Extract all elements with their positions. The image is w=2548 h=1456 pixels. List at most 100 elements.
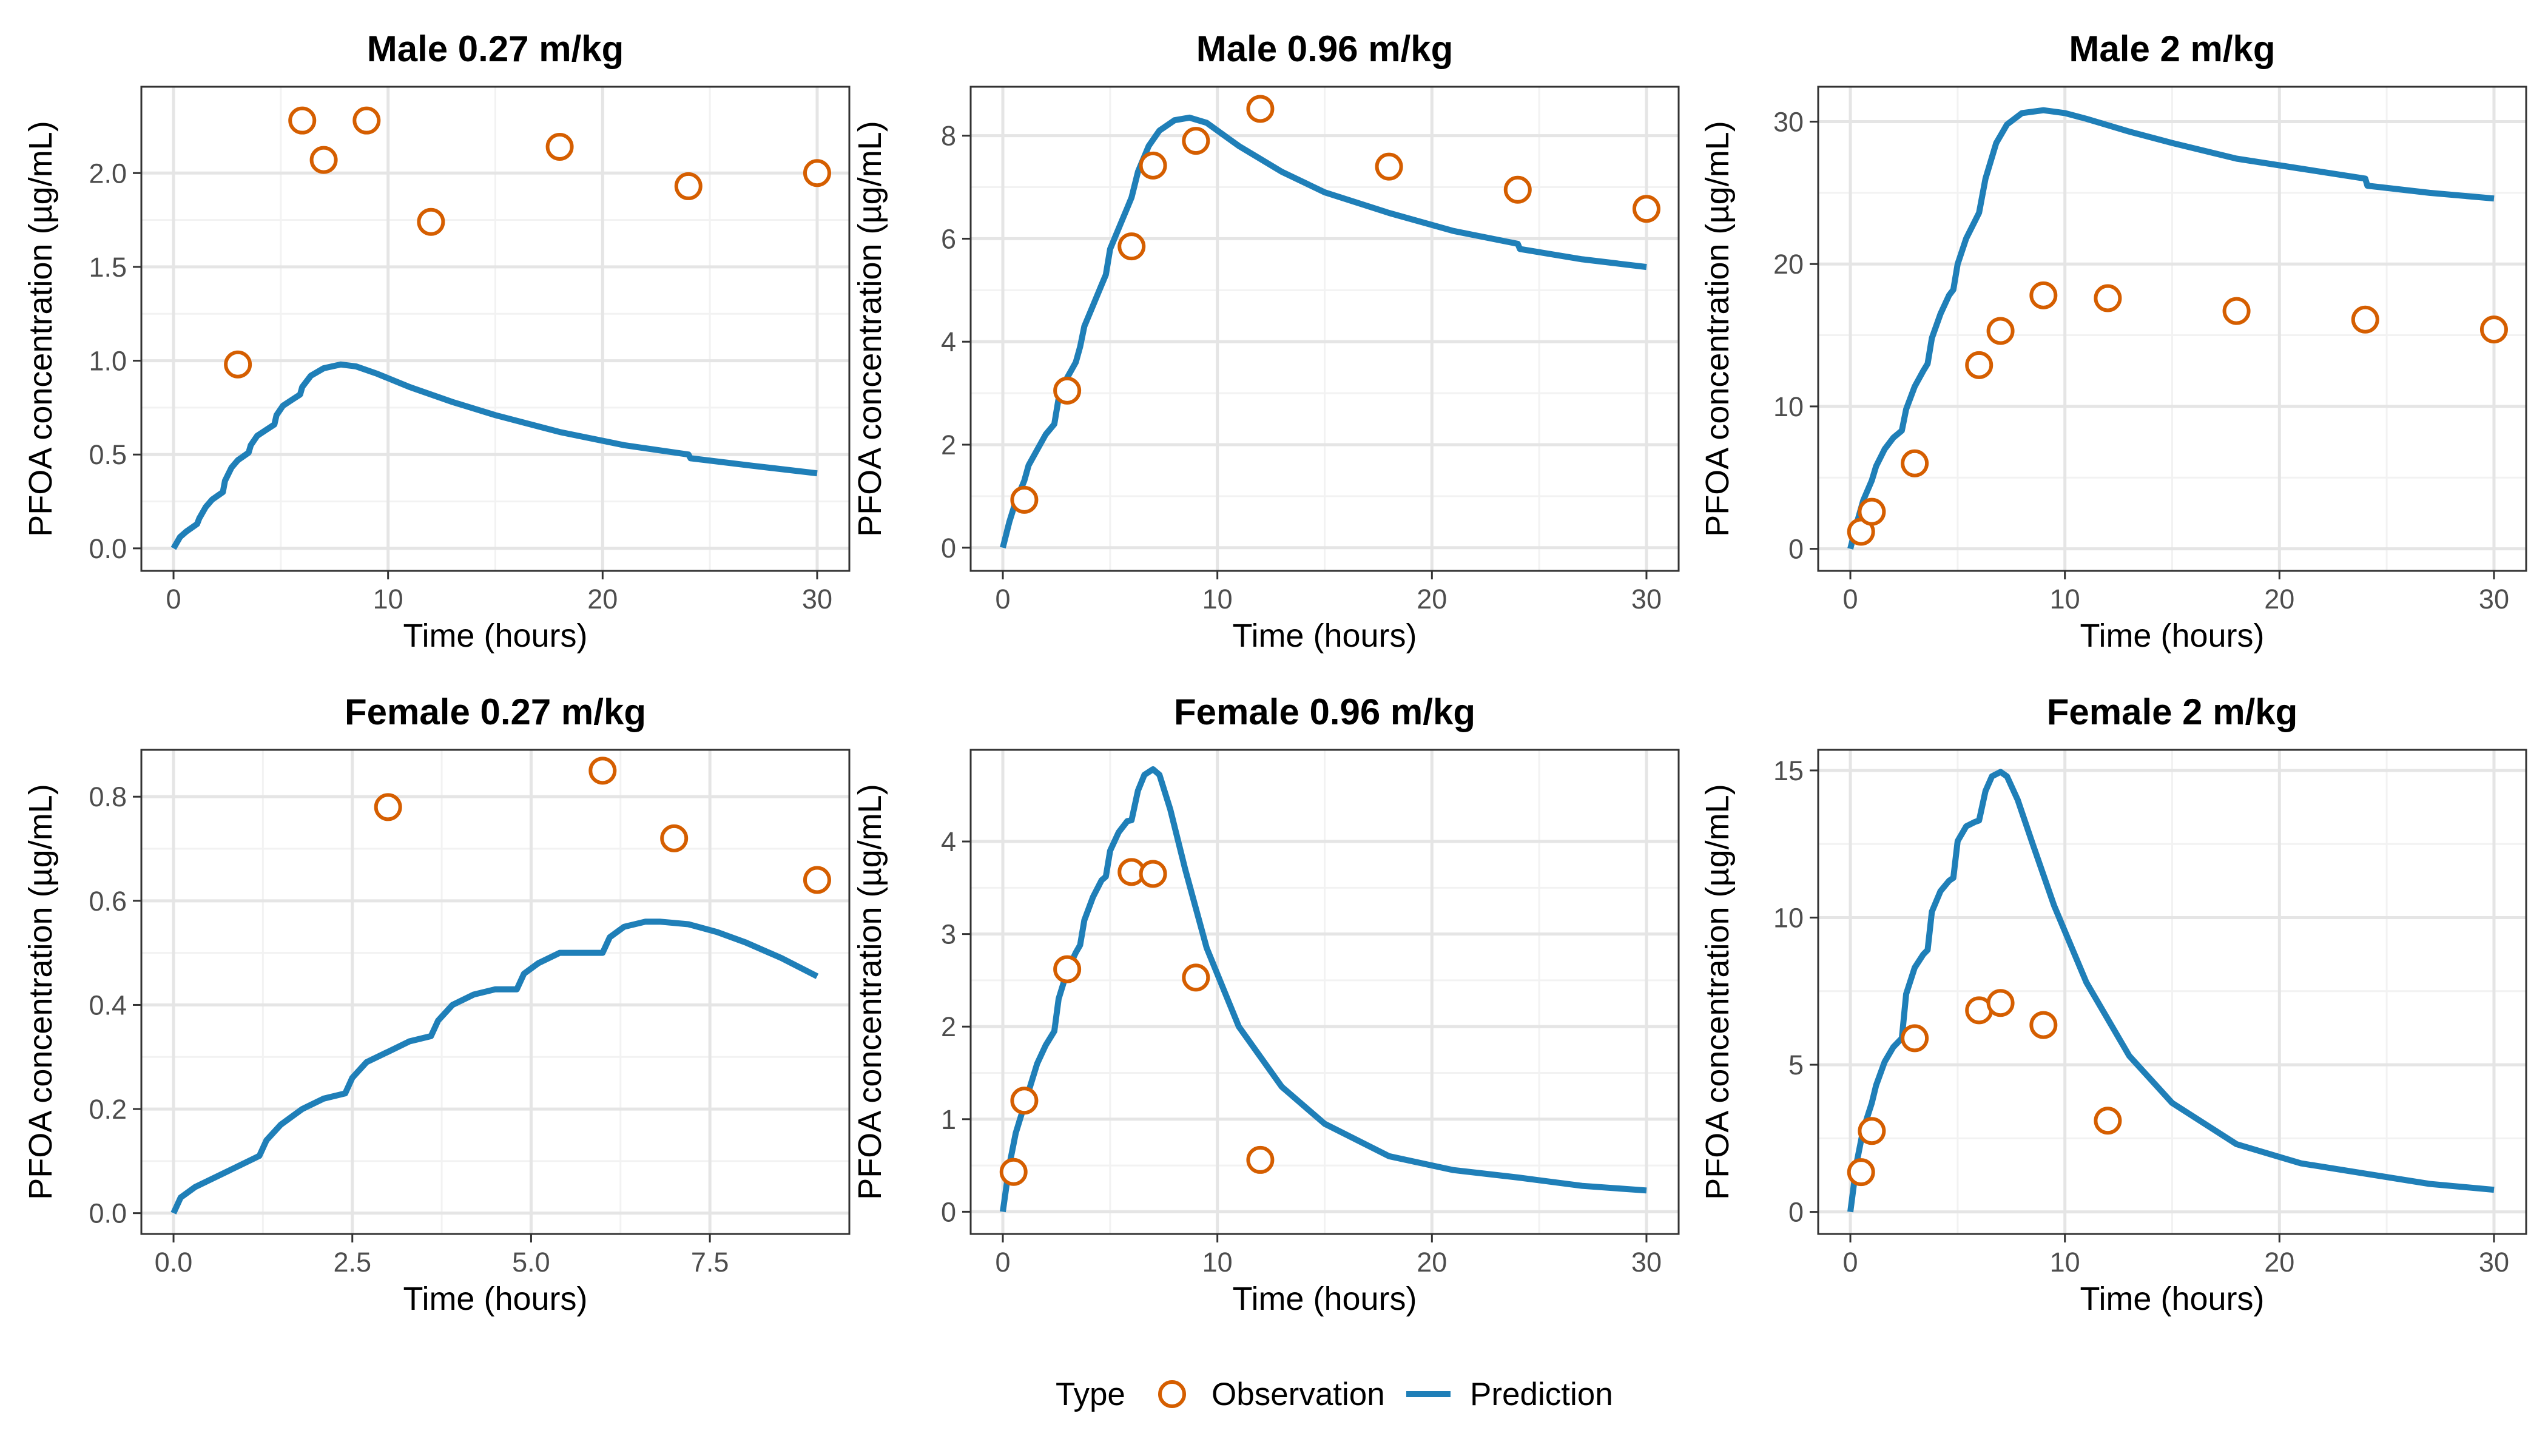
y-tick-label: 20 — [1773, 249, 1804, 280]
panel-2: 0 10 20 30 0 2 4 6 8 Male 0.96 m/kg Time (hours) PF… — [852, 29, 1680, 654]
x-axis-label: Time (hours) — [2080, 618, 2264, 654]
observation-point — [999, 1158, 1028, 1186]
observation-point — [1010, 1087, 1039, 1115]
y-axis-label: PFOA concentration (µg/mL) — [22, 784, 59, 1199]
observation-point — [1986, 317, 2015, 345]
x-axis-label: Time (hours) — [2080, 1281, 2264, 1317]
x-tick-label: 20 — [1417, 1247, 1447, 1278]
observation-point — [417, 207, 445, 236]
y-tick-label: 0 — [1788, 534, 1804, 565]
legend-title: Type — [1056, 1377, 1125, 1412]
observation-point — [2351, 305, 2379, 334]
panel-border — [1817, 86, 2527, 572]
panel-border — [969, 86, 1680, 572]
observation-point — [2029, 281, 2058, 309]
x-tick-label: 10 — [373, 584, 403, 615]
y-tick-label: 10 — [1773, 391, 1804, 422]
x-tick-label: 30 — [802, 584, 832, 615]
y-tick-label: 2 — [941, 430, 956, 460]
y-tick-label: 2.0 — [89, 158, 127, 189]
y-tick-label: 5 — [1788, 1050, 1804, 1080]
prediction-line — [1000, 114, 1647, 549]
panel-4: 0.0 2.5 5.0 7.5 0.0 0.2 0.4 0.6 0.8 Female 0.27 m… — [22, 692, 851, 1317]
observation-point — [545, 132, 574, 161]
x-tick-label: 20 — [2264, 584, 2294, 615]
observation-point — [1246, 1145, 1275, 1174]
observation-point — [1965, 351, 1994, 379]
observation-point — [2029, 1011, 2058, 1039]
observation-point — [1901, 449, 1929, 477]
observation-point — [1117, 232, 1146, 261]
x-tick-label: 0 — [996, 1247, 1011, 1278]
observation-point — [1858, 497, 1886, 526]
observation-point — [1182, 127, 1210, 155]
observation-point — [674, 172, 703, 200]
y-tick-label: 6 — [941, 223, 956, 254]
y-tick-label: 0.2 — [89, 1094, 127, 1125]
observation-point — [1246, 95, 1275, 123]
x-axis-label: Time (hours) — [1232, 1281, 1417, 1317]
panel-6: 0 10 20 30 0 5 10 15 Female 2 m/kg Time (hours) PF… — [1699, 692, 2527, 1317]
panel-border — [140, 749, 851, 1235]
x-axis-label: Time (hours) — [403, 1281, 587, 1317]
panel-title: Female 0.27 m/kg — [345, 692, 646, 732]
x-tick-label: 2.5 — [333, 1247, 371, 1278]
observation-point — [309, 146, 338, 174]
observation-point — [1139, 151, 1167, 180]
panel-1: 0 10 20 30 0.0 0.5 1.0 1.5 2.0 Male 0.27 m/kg Time… — [22, 29, 851, 654]
panel-title: Male 0.96 m/kg — [1196, 29, 1454, 69]
x-tick-label: 10 — [1202, 584, 1233, 615]
x-tick-label: 0 — [1843, 584, 1858, 615]
observation-point — [1901, 1024, 1929, 1053]
observation-point — [2094, 284, 2122, 312]
y-tick-label: 30 — [1773, 107, 1804, 138]
x-tick-label: 0.0 — [155, 1247, 193, 1278]
observation-point — [224, 350, 252, 379]
observation-point — [1847, 1158, 1875, 1187]
observation-point — [1858, 1117, 1886, 1145]
y-tick-label: 8 — [941, 121, 956, 152]
y-tick-label: 0.0 — [89, 533, 127, 564]
observation-point — [1053, 376, 1082, 405]
panel-border — [969, 749, 1680, 1235]
x-tick-label: 0 — [1843, 1247, 1858, 1278]
y-tick-label: 3 — [941, 919, 956, 950]
x-tick-label: 7.5 — [691, 1247, 729, 1278]
x-axis-label: Time (hours) — [403, 618, 587, 654]
observation-point — [1632, 195, 1660, 223]
observation-point — [2222, 297, 2251, 325]
y-tick-label: 0 — [941, 533, 956, 564]
x-tick-label: 10 — [1202, 1247, 1233, 1278]
y-axis-label: PFOA concentration (µg/mL) — [852, 121, 888, 536]
x-tick-label: 0 — [166, 584, 181, 615]
x-tick-label: 5.0 — [512, 1247, 550, 1278]
observation-point — [1182, 963, 1210, 992]
prediction-line — [170, 918, 819, 1215]
x-tick-label: 20 — [1417, 584, 1447, 615]
observation-point — [288, 106, 317, 135]
panel-title: Male 2 m/kg — [2069, 29, 2275, 69]
observation-point — [660, 824, 689, 852]
y-tick-label: 0 — [1788, 1197, 1804, 1228]
legend-observation-label: Observation — [1212, 1377, 1385, 1412]
y-tick-label: 1.0 — [89, 346, 127, 377]
prediction-line — [1847, 107, 2495, 550]
prediction-line — [1847, 769, 2495, 1213]
y-axis-label: PFOA concentration (µg/mL) — [852, 784, 888, 1199]
observation-point — [2479, 315, 2508, 344]
y-tick-label: 0.8 — [89, 781, 127, 812]
x-tick-label: 30 — [2479, 1247, 2509, 1278]
y-tick-label: 1 — [941, 1104, 956, 1135]
y-tick-label: 10 — [1773, 903, 1804, 934]
y-tick-label: 4 — [941, 826, 956, 857]
panel-border — [140, 86, 851, 572]
legend-prediction-label: Prediction — [1470, 1377, 1613, 1412]
legend-observation-key — [1158, 1380, 1186, 1408]
y-tick-label: 0 — [941, 1196, 956, 1227]
observation-point — [1503, 175, 1532, 204]
panel-5: 0 10 20 30 0 1 2 3 4 Female 0.96 m/kg Time (hours)… — [852, 692, 1680, 1317]
y-tick-label: 1.5 — [89, 252, 127, 283]
prediction-line — [170, 361, 818, 550]
